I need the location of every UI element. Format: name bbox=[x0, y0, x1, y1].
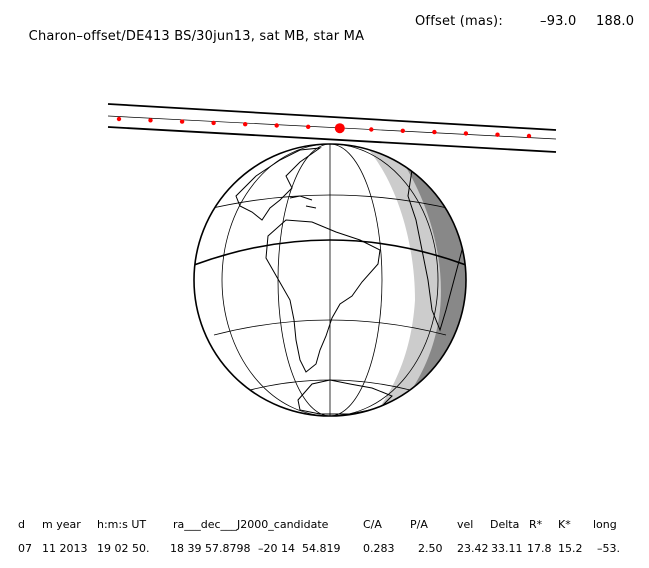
globe-outline bbox=[193, 143, 467, 417]
closest-approach-point bbox=[334, 123, 345, 134]
track-point bbox=[432, 129, 437, 135]
track-point bbox=[463, 131, 469, 136]
title-label: Charon–offset/DE413 BS/30jun13, sat MB, … bbox=[28, 29, 365, 44]
offset-y-value: 188.0 bbox=[596, 14, 635, 29]
meridian-line bbox=[221, 144, 439, 416]
track-point bbox=[306, 124, 311, 129]
parallel-line bbox=[213, 319, 447, 336]
offset-x-value: –93.0 bbox=[540, 14, 577, 29]
plot-title: Charon–offset/DE413 BS/30jun13, sat MB, … bbox=[20, 14, 634, 89]
track-point bbox=[179, 119, 185, 124]
parallel-line bbox=[203, 194, 457, 211]
caribbean-outline bbox=[289, 195, 317, 209]
shadow-south-limit bbox=[107, 126, 557, 153]
equator-line bbox=[194, 239, 466, 266]
south-america-outline bbox=[265, 219, 381, 373]
track-point bbox=[400, 128, 405, 133]
shadow-north-limit bbox=[107, 103, 557, 131]
track-point bbox=[211, 120, 216, 126]
offset-label: Offset (mas): bbox=[415, 14, 503, 29]
track-point bbox=[369, 127, 374, 132]
track-point bbox=[526, 133, 532, 139]
north-america-outline bbox=[235, 147, 322, 221]
track-dots bbox=[116, 116, 532, 139]
track-point bbox=[148, 118, 153, 123]
track-point bbox=[243, 122, 248, 127]
antarctica-outline bbox=[297, 379, 393, 415]
track-point bbox=[495, 132, 500, 137]
track-point bbox=[274, 123, 279, 128]
track-point bbox=[116, 116, 122, 122]
shadow-central-line bbox=[107, 115, 557, 140]
